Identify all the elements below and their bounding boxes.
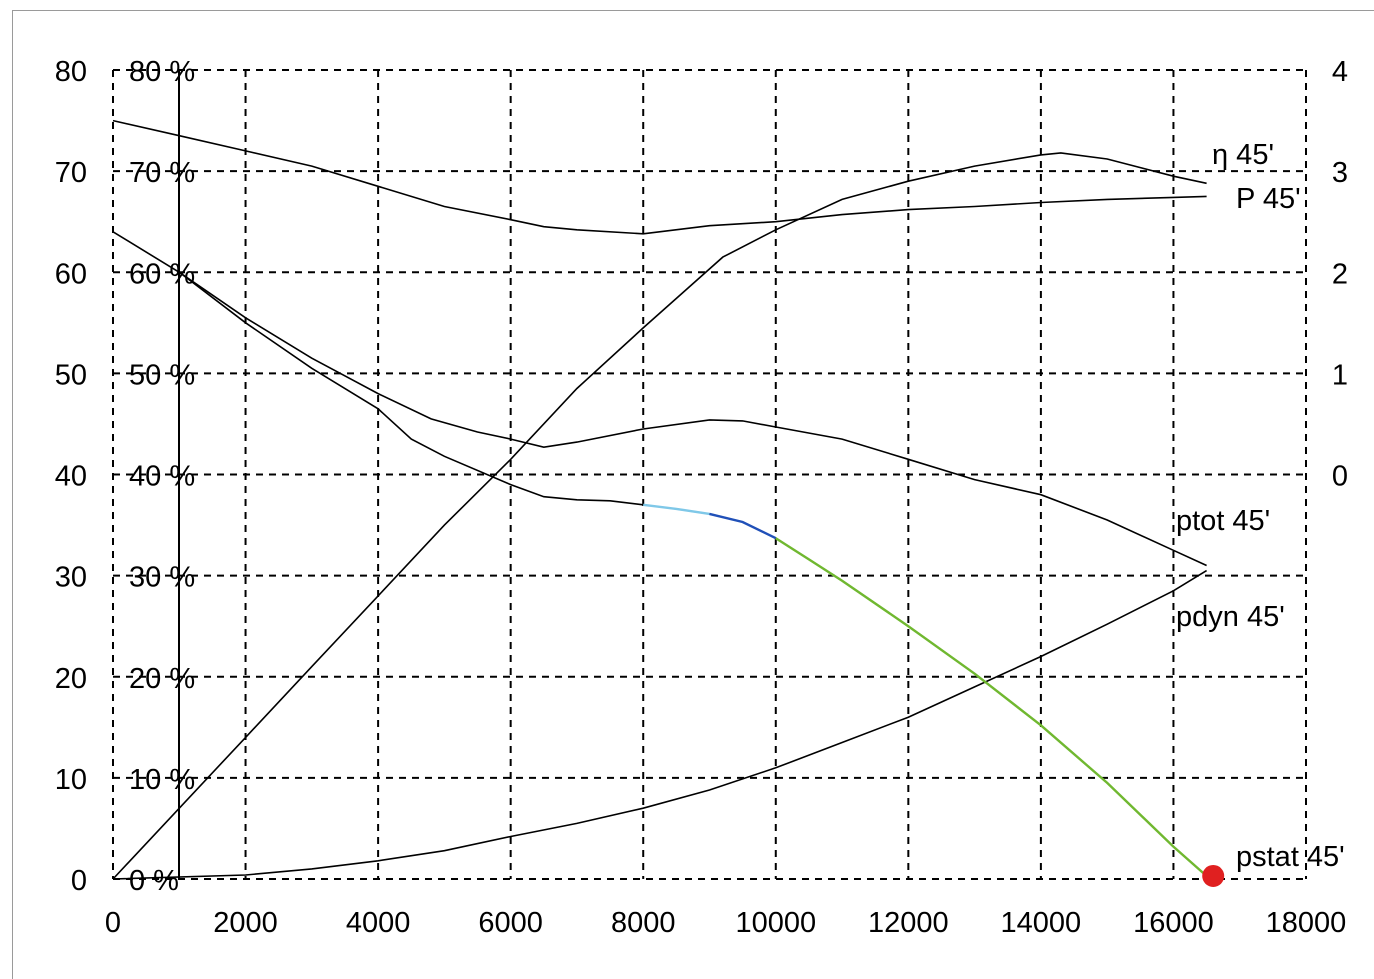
series-line	[112, 569, 1208, 880]
endpoint-marker	[1202, 864, 1225, 887]
percent-tick-label: 80 %	[129, 56, 195, 88]
x-tick-label: 2000	[213, 907, 278, 939]
percent-tick-label: 30 %	[129, 562, 195, 594]
series-label: P 45'	[1236, 183, 1301, 215]
series-label: pdyn 45'	[1176, 601, 1285, 633]
x-tick-label: 14000	[1001, 907, 1082, 939]
series-segment	[709, 512, 777, 540]
y2-tick-label: 4	[1332, 56, 1348, 88]
series-line	[112, 152, 1207, 880]
x-tick-label: 4000	[346, 907, 411, 939]
y2-tick-label: 2	[1332, 258, 1348, 290]
x-tick-label: 0	[105, 907, 121, 939]
y-tick-label: 30	[55, 562, 87, 594]
series-label: pstat 45'	[1236, 841, 1345, 873]
percent-tick-label: 50 %	[129, 359, 195, 391]
percent-tick-label: 0 %	[129, 865, 179, 897]
series-line	[112, 231, 1207, 567]
percent-tick-label: 10 %	[129, 764, 195, 796]
series-label: η 45'	[1212, 139, 1274, 171]
series-label: ptot 45'	[1176, 505, 1270, 537]
percent-tick-label: 40 %	[129, 461, 195, 493]
y2-tick-label: 0	[1332, 461, 1348, 493]
grid	[112, 69, 1307, 880]
axis-ticks: 0 2000 4000 6000 8000 10000 12000 14000 16000 180…	[55, 56, 1348, 939]
percent-tick-label: 20 %	[129, 663, 195, 695]
y-tick-label: 40	[55, 461, 87, 493]
series-line	[112, 119, 1207, 235]
y-tick-label: 60	[55, 258, 87, 290]
percent-tick-label: 60 %	[129, 258, 195, 290]
y-tick-label: 0	[71, 865, 87, 897]
x-tick-label: 10000	[735, 907, 816, 939]
percent-tick-label: 70 %	[129, 157, 195, 189]
y-tick-label: 80	[55, 56, 87, 88]
y2-tick-label: 3	[1332, 157, 1348, 189]
y-tick-label: 10	[55, 764, 87, 796]
series	[112, 119, 1208, 880]
x-tick-label: 12000	[868, 907, 949, 939]
x-tick-label: 8000	[611, 907, 676, 939]
series-segment	[643, 503, 710, 516]
series-segment	[775, 537, 1208, 877]
y-tick-label: 50	[55, 359, 87, 391]
y-tick-label: 20	[55, 663, 87, 695]
x-tick-label: 18000	[1266, 907, 1347, 939]
series-line	[178, 271, 1208, 877]
x-tick-label: 6000	[478, 907, 543, 939]
series-labels: η 45' P 45' ptot 45' pdyn 45' pstat 45'	[1176, 139, 1345, 873]
x-tick-label: 16000	[1133, 907, 1214, 939]
y2-tick-label: 1	[1332, 359, 1348, 391]
y-tick-label: 70	[55, 157, 87, 189]
